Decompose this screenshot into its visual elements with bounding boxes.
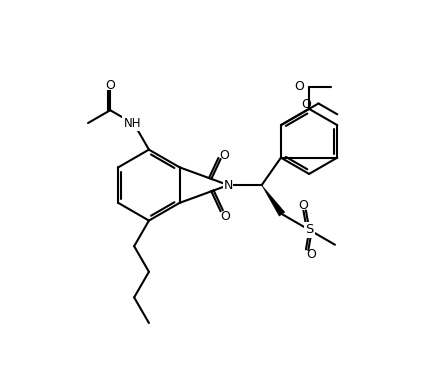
Text: O: O <box>302 98 312 111</box>
Polygon shape <box>262 185 285 216</box>
Text: O: O <box>221 210 230 223</box>
Text: O: O <box>298 199 308 212</box>
Text: O: O <box>105 79 115 92</box>
Text: O: O <box>294 80 304 93</box>
Text: O: O <box>219 149 230 162</box>
Text: S: S <box>305 223 314 236</box>
Text: NH: NH <box>123 117 141 129</box>
Text: O: O <box>306 248 316 261</box>
Text: N: N <box>224 179 233 192</box>
